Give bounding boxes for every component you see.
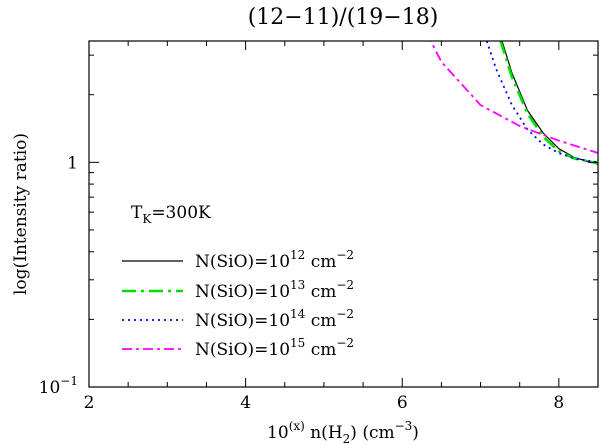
y-tick-base: 1 <box>67 153 78 173</box>
legend-label-part: −2 <box>336 248 354 262</box>
x-tick-label: 8 <box>553 393 564 413</box>
y-tick-exponent: −1 <box>60 374 78 388</box>
legend-label-part: 14 <box>290 307 306 321</box>
legend-label-part: N(SiO)=10 <box>195 340 290 360</box>
legend-label-part: N(SiO)=10 <box>195 252 290 272</box>
y-tick-label: 1 <box>67 153 78 173</box>
series-line-3 <box>485 41 598 164</box>
temperature-annotation: TK=300K <box>131 203 211 226</box>
x-label-sup: (x) <box>289 419 305 433</box>
y-axis-label: log(Intensity ratio) <box>11 133 31 295</box>
x-tick-label: 2 <box>84 393 95 413</box>
y-tick-base: 10 <box>39 378 61 398</box>
x-tick-label: 6 <box>397 393 408 413</box>
legend-label-part: 13 <box>290 278 305 292</box>
x-label-sub: 2 <box>343 432 351 445</box>
legend-label-part: N(SiO)=10 <box>195 311 290 331</box>
x-label-prefix: 10 <box>267 423 289 443</box>
series-line-1 <box>501 41 598 165</box>
legend-label-2: N(SiO)=1013 cm−2 <box>195 278 354 302</box>
legend-label-part: cm <box>305 340 336 360</box>
legend-label-part: 15 <box>290 336 305 350</box>
series-layer <box>429 41 598 165</box>
x-label-body: n(H <box>305 423 343 443</box>
legend-label-part: 12 <box>290 248 305 262</box>
x-label-close: ) <box>412 423 419 443</box>
plot-frame <box>88 40 599 388</box>
legend: N(SiO)=1012 cm−2N(SiO)=1013 cm−2N(SiO)=1… <box>122 248 354 360</box>
legend-label-part: −2 <box>336 307 354 321</box>
legend-label-part: −2 <box>336 336 354 350</box>
x-label-after: ) (cm <box>350 423 394 443</box>
annotation-sub: K <box>142 212 152 226</box>
legend-label-part: N(SiO)=10 <box>195 282 290 302</box>
x-label-unit-sup: −3 <box>395 419 413 433</box>
x-axis-label: 10(x) n(H2) (cm−3) <box>267 419 419 445</box>
legend-label-3: N(SiO)=1014 cm−2 <box>195 307 354 331</box>
annotation-rest: =300K <box>151 203 211 223</box>
series-line-2 <box>499 41 598 165</box>
x-tick-label: 4 <box>240 393 251 413</box>
chart-title: (12−11)/(19−18) <box>248 5 439 30</box>
legend-label-part: cm <box>305 252 336 272</box>
legend-label-1: N(SiO)=1012 cm−2 <box>195 248 354 272</box>
legend-label-part: −2 <box>336 278 354 292</box>
legend-label-4: N(SiO)=1015 cm−2 <box>195 336 354 360</box>
annotation-main: T <box>131 203 143 223</box>
y-tick-label: 10−1 <box>39 374 78 398</box>
legend-label-part: cm <box>305 311 336 331</box>
legend-label-part: cm <box>305 282 336 302</box>
